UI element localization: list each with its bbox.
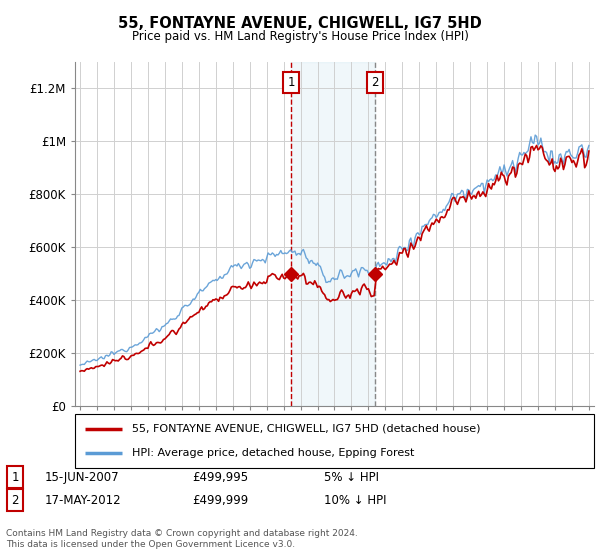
Text: 10% ↓ HPI: 10% ↓ HPI: [324, 493, 386, 507]
Text: 2: 2: [371, 76, 379, 89]
Text: Price paid vs. HM Land Registry's House Price Index (HPI): Price paid vs. HM Land Registry's House …: [131, 30, 469, 43]
Text: 2: 2: [11, 493, 19, 507]
Text: 55, FONTAYNE AVENUE, CHIGWELL, IG7 5HD: 55, FONTAYNE AVENUE, CHIGWELL, IG7 5HD: [118, 16, 482, 31]
Text: HPI: Average price, detached house, Epping Forest: HPI: Average price, detached house, Eppi…: [132, 448, 415, 458]
Text: 15-JUN-2007: 15-JUN-2007: [45, 470, 119, 484]
Text: £499,999: £499,999: [192, 493, 248, 507]
Text: 1: 1: [287, 76, 295, 89]
Text: 17-MAY-2012: 17-MAY-2012: [45, 493, 122, 507]
Text: £499,995: £499,995: [192, 470, 248, 484]
Text: Contains HM Land Registry data © Crown copyright and database right 2024.
This d: Contains HM Land Registry data © Crown c…: [6, 529, 358, 549]
Bar: [291, 62, 374, 406]
Text: 55, FONTAYNE AVENUE, CHIGWELL, IG7 5HD (detached house): 55, FONTAYNE AVENUE, CHIGWELL, IG7 5HD (…: [132, 424, 481, 434]
Text: 1: 1: [11, 470, 19, 484]
Text: 5% ↓ HPI: 5% ↓ HPI: [324, 470, 379, 484]
